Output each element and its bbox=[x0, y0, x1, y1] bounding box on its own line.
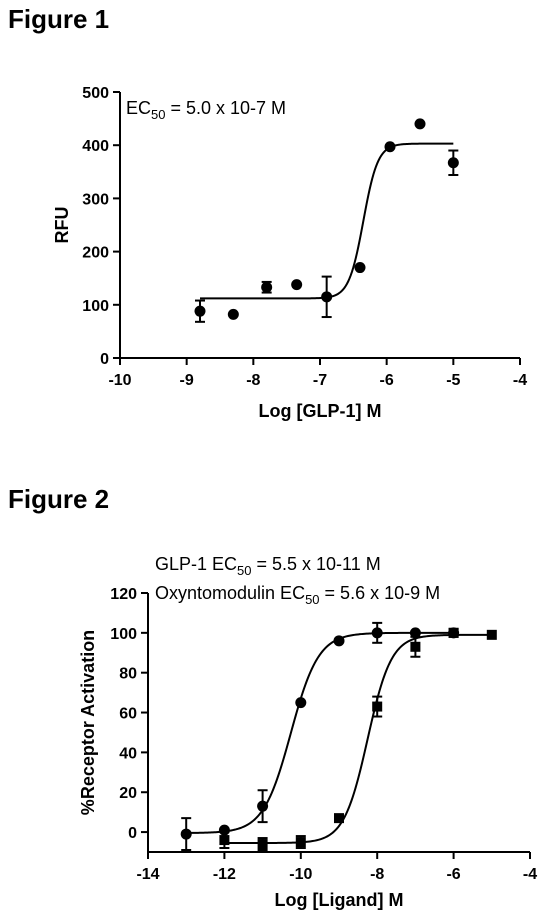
data-point-square bbox=[486, 629, 497, 640]
y-tick-label: 100 bbox=[82, 298, 109, 315]
ec50-annotation: EC50 = 5.0 x 10-7 M bbox=[126, 98, 286, 122]
x-axis-label: Log [GLP-1] M bbox=[259, 401, 382, 421]
figure-2-title: Figure 2 bbox=[8, 484, 110, 514]
y-tick-label: 300 bbox=[82, 191, 109, 208]
x-axis-label: Log [Ligand] M bbox=[275, 890, 404, 910]
data-point-circle bbox=[409, 627, 421, 639]
x-tick-label: -7 bbox=[313, 372, 327, 389]
data-point-circle bbox=[333, 635, 345, 647]
y-tick-label: 500 bbox=[82, 85, 109, 102]
y-tick-label: 60 bbox=[119, 706, 137, 723]
x-tick-label: -4 bbox=[523, 866, 537, 883]
data-point-square bbox=[334, 813, 344, 824]
data-point-circle bbox=[257, 800, 269, 812]
x-tick-label: -8 bbox=[370, 866, 384, 883]
x-tick-label: -12 bbox=[213, 866, 236, 883]
data-point-square bbox=[448, 627, 459, 638]
data-point-square bbox=[219, 835, 230, 846]
y-tick-label: 100 bbox=[110, 626, 137, 643]
y-tick-label: 80 bbox=[119, 666, 137, 683]
x-tick-label: -4 bbox=[513, 372, 527, 389]
data-point-circle bbox=[261, 281, 273, 293]
x-tick-label: -8 bbox=[246, 372, 260, 389]
data-point-circle bbox=[180, 828, 192, 840]
data-point-circle bbox=[384, 141, 396, 153]
data-point-square bbox=[410, 641, 421, 652]
y-tick-label: 0 bbox=[128, 825, 137, 842]
fit-curve-square bbox=[224, 633, 492, 845]
y-tick-label: 200 bbox=[82, 245, 109, 262]
x-tick-label: -10 bbox=[108, 372, 131, 389]
data-point-square bbox=[372, 701, 383, 712]
x-tick-label: -6 bbox=[380, 372, 394, 389]
data-point-circle bbox=[291, 279, 303, 291]
y-tick-label: 0 bbox=[100, 351, 109, 368]
data-point-circle bbox=[295, 697, 307, 709]
data-point-circle bbox=[227, 308, 239, 320]
y-tick-label: 400 bbox=[82, 138, 109, 155]
y-tick-label: 120 bbox=[110, 586, 137, 603]
y-axis-label: %Receptor Activation bbox=[78, 630, 98, 815]
ec50-annotation: Oxyntomodulin EC50 = 5.6 x 10-9 M bbox=[155, 583, 440, 607]
data-point-circle bbox=[447, 157, 459, 169]
y-tick-label: 20 bbox=[119, 785, 137, 802]
figure-1-title: Figure 1 bbox=[8, 4, 110, 34]
ec50-annotation: GLP-1 EC50 = 5.5 x 10-11 M bbox=[155, 554, 381, 578]
data-point-square bbox=[295, 837, 306, 848]
figure-1-chart: -10 -9 -8 -7 -6 -5 -4 0 100 200 300 400 500 Log [GLP-… bbox=[52, 85, 527, 421]
y-tick-label: 40 bbox=[119, 745, 137, 762]
data-point-circle bbox=[354, 262, 366, 274]
x-tick-label: -6 bbox=[446, 866, 460, 883]
data-point-square bbox=[257, 839, 268, 850]
x-tick-label: -9 bbox=[180, 372, 194, 389]
data-point-circle bbox=[321, 291, 333, 303]
x-tick-label: -10 bbox=[289, 866, 312, 883]
x-tick-label: -5 bbox=[446, 372, 460, 389]
fit-curve-circle bbox=[186, 631, 454, 834]
y-axis-label: RFU bbox=[52, 207, 72, 244]
x-tick-label: -14 bbox=[136, 866, 159, 883]
data-point-circle bbox=[414, 118, 426, 130]
data-point-circle bbox=[371, 627, 383, 639]
data-point-circle bbox=[194, 305, 206, 317]
